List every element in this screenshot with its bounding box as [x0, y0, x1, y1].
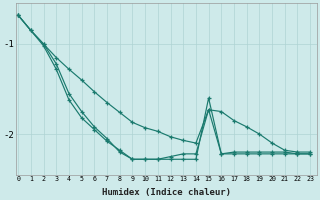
X-axis label: Humidex (Indice chaleur): Humidex (Indice chaleur)	[101, 188, 231, 197]
